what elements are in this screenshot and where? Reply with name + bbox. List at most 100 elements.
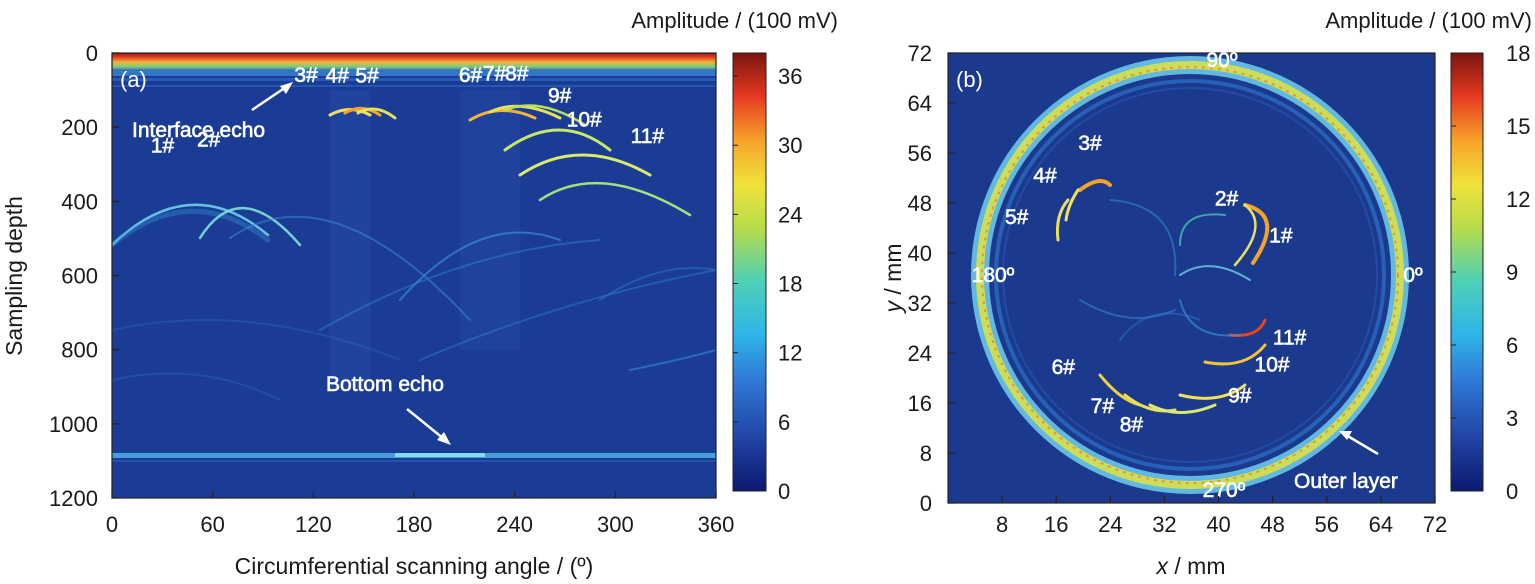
- panel-a-colorbar: [732, 52, 767, 492]
- y-tick-label: 800: [61, 338, 98, 363]
- defect-label: 3#: [294, 64, 318, 87]
- panel-a-colorbar-ticks: 0 6 12 18 24 30 36: [733, 64, 802, 504]
- colorbar-tick-label: 6: [1506, 333, 1518, 358]
- defect-label: 10#: [1255, 353, 1290, 376]
- x-tick-label: 48: [1260, 512, 1284, 537]
- defect-label: 6#: [459, 64, 483, 87]
- panel-a-colorbar-title: Amplitude / (100 mV): [631, 8, 838, 33]
- panel-b-axes: 8 16 24 32 40 48 56 64 72 0 8 16 24 32 40 48 56 64 72: [908, 41, 1448, 537]
- x-tick-label: 60: [200, 512, 224, 537]
- y-tick-label: 64: [908, 91, 932, 116]
- panel-b-colorbar-ticks: 0 3 6 9 12 15 18: [1451, 41, 1530, 504]
- colorbar-tick-label: 36: [778, 64, 802, 89]
- defect-label: 4#: [1033, 165, 1057, 188]
- y-tick-label: 1200: [49, 486, 98, 511]
- defect-label: 9#: [548, 85, 572, 108]
- panel-b-xlabel: x / mm: [1156, 553, 1226, 579]
- panel-a-ylabel: Sampling depth: [1, 196, 27, 356]
- defect-label: 11#: [1273, 326, 1307, 349]
- defect-label: 3#: [1078, 132, 1102, 155]
- colorbar-tick-label: 24: [778, 202, 802, 227]
- panel-b-plot-area: [948, 53, 1435, 503]
- interface-echo-band: [112, 53, 716, 71]
- x-tick-label: 40: [1206, 512, 1230, 537]
- defect-label: 9#: [1228, 385, 1252, 408]
- panel-a-xlabel: Circumferential scanning angle / (º): [235, 553, 594, 579]
- x-tick-label: 300: [597, 512, 634, 537]
- outer-layer-label: Outer layer: [1294, 470, 1398, 493]
- interface-echo-arrow: [251, 82, 293, 112]
- defect-echo-arcs: [112, 104, 716, 401]
- x-tick-label: 360: [698, 512, 735, 537]
- colorbar-tick-label: 12: [778, 341, 802, 366]
- x-tick-label: 56: [1315, 512, 1339, 537]
- bottom-echo-arrow: [406, 408, 451, 445]
- y-tick-label: 72: [908, 41, 932, 66]
- y-tick-label: 0: [920, 491, 932, 516]
- bottom-echo-label: Bottom echo: [326, 373, 444, 396]
- defect-label: 1#: [151, 134, 175, 157]
- colorbar-tick-label: 18: [778, 272, 802, 297]
- panel-b-ylabel: y / mm: [880, 244, 906, 315]
- colorbar-tick-label: 0: [778, 479, 790, 504]
- y-tick-label: 8: [920, 441, 932, 466]
- outer-layer-arrow: [1339, 431, 1379, 456]
- y-tick-label: 32: [908, 291, 932, 316]
- y-tick-label: 16: [908, 391, 932, 416]
- defect-echo-arcs-b: [1056, 179, 1270, 414]
- y-tick-label: 48: [908, 191, 932, 216]
- panel-a-defect-labels: 1# 2# 3# 4# 5# 6# 7#8# 9#10# 11#: [151, 62, 665, 157]
- defect-label: 7#: [1091, 395, 1115, 418]
- defect-label: 2#: [197, 129, 221, 152]
- colorbar-tick-label: 3: [1506, 406, 1518, 431]
- x-tick-label: 16: [1044, 512, 1068, 537]
- defect-label: 6#: [1052, 356, 1076, 379]
- colorbar-tick-label: 9: [1506, 260, 1518, 285]
- panel-a-heatmap: (a) Interface echo Bottom echo 1# 2# 3# 4# 5…: [111, 52, 717, 499]
- y-tick-label: 0: [86, 41, 98, 66]
- y-tick-label: 40: [908, 241, 932, 266]
- defect-label: 7#: [483, 63, 507, 86]
- colorbar-tick-label: 15: [1506, 114, 1530, 139]
- y-tick-label: 24: [908, 341, 932, 366]
- colorbar-tick-label: 30: [778, 133, 802, 158]
- defect-label: 5#: [355, 64, 379, 87]
- angle-label: 90º: [1206, 49, 1237, 72]
- defect-label: 10#: [567, 109, 602, 132]
- defect-label: 4#: [326, 64, 350, 87]
- y-tick-label: 600: [61, 264, 98, 289]
- defect-label: 8#: [1120, 414, 1144, 437]
- panel-b-frame: [947, 52, 1436, 504]
- colorbar-tick-label: 0: [1506, 479, 1518, 504]
- interface-echo-label: Interface echo: [132, 119, 265, 142]
- x-tick-label: 24: [1098, 512, 1122, 537]
- defect-label: 1#: [1269, 224, 1293, 247]
- panel-a-plot-area: [112, 53, 716, 498]
- x-tick-label: 32: [1152, 512, 1176, 537]
- x-tick-label: 64: [1369, 512, 1393, 537]
- colorbar-tick-label: 6: [778, 410, 790, 435]
- colorbar-tick-label: 18: [1506, 41, 1530, 66]
- defect-label: 5#: [1005, 206, 1029, 229]
- y-tick-label: 200: [61, 115, 98, 140]
- panel-b-defect-labels: 1# 2# 3# 4#5# 6# 7#8# 9#10# 11#: [1005, 131, 1307, 437]
- colorbar-tick-label: 12: [1506, 187, 1530, 212]
- panel-a-tag: (a): [120, 67, 147, 92]
- x-tick-label: 180: [396, 512, 433, 537]
- defect-label: 8#: [505, 63, 529, 86]
- angle-label: 270º: [1203, 479, 1246, 502]
- panel-b-angle-labels: 90º 180º 0º 270º: [971, 49, 1423, 503]
- panel-b-tag: (b): [956, 67, 983, 92]
- x-tick-label: 8: [996, 512, 1008, 537]
- panel-b-colorbar: [1450, 52, 1484, 492]
- angle-label: 0º: [1403, 264, 1423, 287]
- defect-label: 11#: [631, 125, 665, 148]
- panel-b-heatmap: (b) 90º 180º 0º 270º Outer layer 1# 2# 3# 4#5#…: [947, 49, 1436, 504]
- angle-label: 180º: [972, 264, 1015, 287]
- x-tick-label: 240: [496, 512, 533, 537]
- y-tick-label: 56: [908, 141, 932, 166]
- x-tick-label: 120: [295, 512, 332, 537]
- y-tick-label: 1000: [49, 412, 98, 437]
- panel-a-axes: 0 60 120 180 240 300 360 0 200 400 600 800 1000 1200: [49, 41, 734, 537]
